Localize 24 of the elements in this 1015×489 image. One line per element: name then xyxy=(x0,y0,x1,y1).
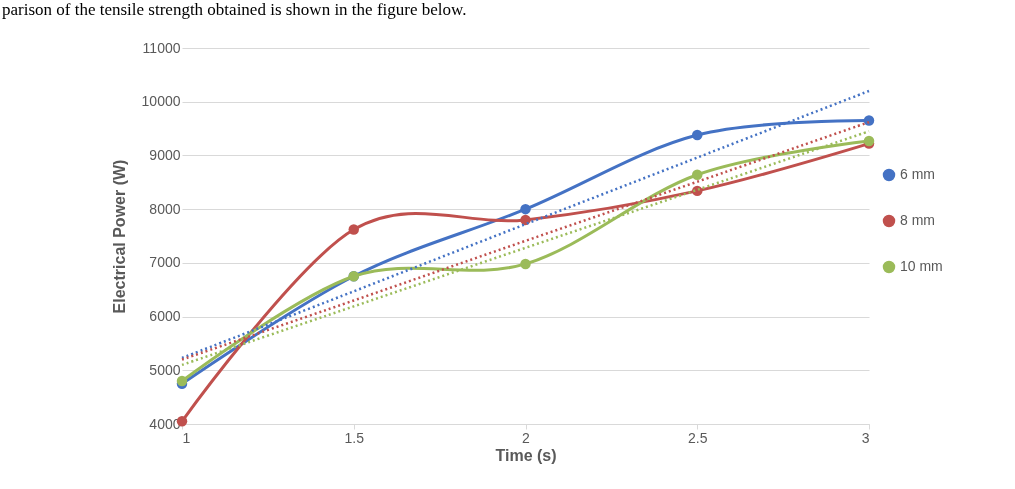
y-axis-title: Electrical Power (W) xyxy=(110,159,128,314)
point xyxy=(692,129,703,141)
y-tick-label: 7000 xyxy=(149,254,181,271)
point xyxy=(863,115,875,126)
legend-label: 8 mm xyxy=(900,212,935,228)
x-axis-title: Time (s) xyxy=(495,446,557,464)
text: parison of the tensile strength obtained is shown in the figure below. xyxy=(2,0,467,20)
y-tick-label: 10000 xyxy=(141,93,181,110)
x-tick-label: 1.5 xyxy=(344,429,365,446)
point xyxy=(348,224,359,235)
legend-label: 6 mm xyxy=(900,166,935,182)
x-tick-label: 3 xyxy=(861,429,870,446)
x-tick-label: 2.5 xyxy=(688,429,708,446)
y-tick-label: 5000 xyxy=(149,361,181,378)
point xyxy=(692,169,703,180)
y-tick-label: 11000 xyxy=(142,39,181,56)
x-tick-label: 1 xyxy=(182,429,191,446)
x-tick-label: 2 xyxy=(522,429,531,446)
y-tick-label: 9000 xyxy=(149,146,181,163)
legend-label: 10 mm xyxy=(900,258,943,274)
point xyxy=(520,203,531,215)
point xyxy=(520,258,531,270)
y-tick-label: 6000 xyxy=(149,308,181,325)
y-tick-label: 8000 xyxy=(149,200,181,217)
